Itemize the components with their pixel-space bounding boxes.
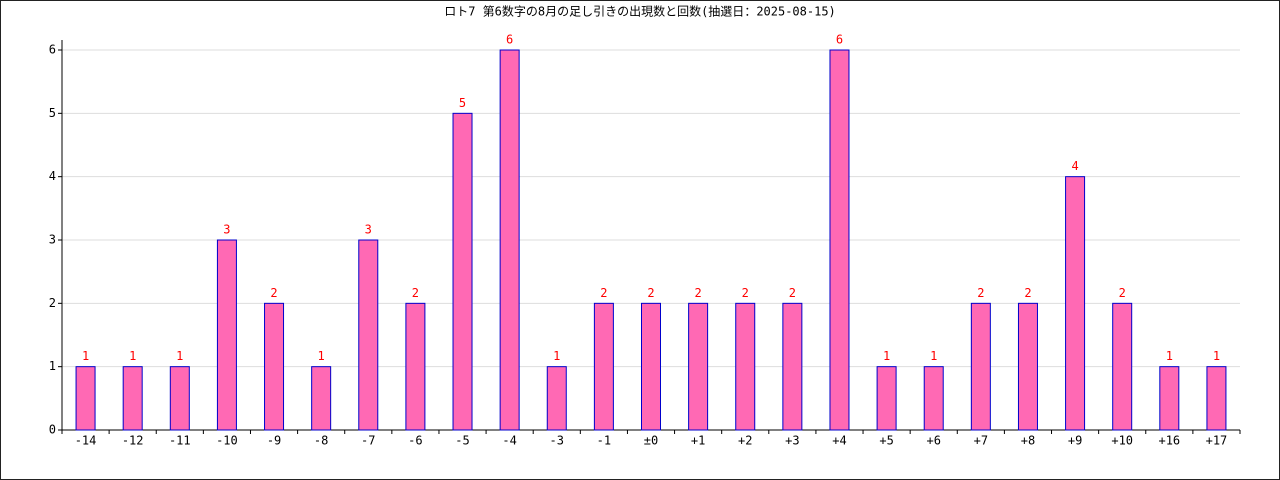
bar <box>546 366 567 431</box>
bar <box>688 302 709 431</box>
bar <box>358 239 379 431</box>
x-tick-label: -1 <box>597 434 611 448</box>
bar <box>405 302 426 431</box>
x-tick-label: +16 <box>1158 434 1180 448</box>
bar <box>923 366 944 431</box>
chart-title: ロト7 第6数字の8月の足し引きの出現数と回数(抽選日：2025-08-15) <box>444 4 836 19</box>
data-label: 1 <box>176 349 183 363</box>
bar <box>1065 176 1086 431</box>
data-label: 2 <box>270 286 277 300</box>
y-tick-label: 1 <box>49 359 56 373</box>
x-tick-label: -11 <box>169 434 191 448</box>
x-tick-label: +6 <box>926 434 940 448</box>
data-label: 1 <box>883 349 890 363</box>
data-label: 1 <box>1166 349 1173 363</box>
data-label: 2 <box>647 286 654 300</box>
x-tick-label: -14 <box>75 434 97 448</box>
data-label: 6 <box>836 33 843 47</box>
x-tick-label: +2 <box>738 434 752 448</box>
data-label: 2 <box>695 286 702 300</box>
bar <box>876 366 897 431</box>
x-tick-label: +9 <box>1068 434 1082 448</box>
x-tick-label: +4 <box>832 434 846 448</box>
bar <box>216 239 237 431</box>
x-tick-label: -12 <box>122 434 144 448</box>
data-label: 2 <box>789 286 796 300</box>
bar <box>735 302 756 431</box>
y-tick-label: 5 <box>49 106 56 120</box>
x-tick-label: +8 <box>1021 434 1035 448</box>
bar <box>970 302 991 431</box>
x-tick-label: +5 <box>879 434 893 448</box>
x-tick-label: +17 <box>1206 434 1228 448</box>
bar <box>1206 366 1227 431</box>
data-label: 2 <box>600 286 607 300</box>
x-tick-label: -7 <box>361 434 375 448</box>
bar <box>1112 302 1133 431</box>
x-tick-label: -10 <box>216 434 238 448</box>
bar <box>829 49 850 431</box>
data-label: 1 <box>1213 349 1220 363</box>
bar <box>1017 302 1038 431</box>
bar <box>782 302 803 431</box>
data-label: 5 <box>459 96 466 110</box>
y-tick-label: 4 <box>49 169 56 183</box>
data-label: 1 <box>318 349 325 363</box>
data-label: 2 <box>977 286 984 300</box>
data-label: 2 <box>742 286 749 300</box>
y-tick-label: 0 <box>49 423 56 437</box>
bar <box>122 366 143 431</box>
data-label: 1 <box>129 349 136 363</box>
data-label: 6 <box>506 33 513 47</box>
data-label: 1 <box>553 349 560 363</box>
data-label: 1 <box>930 349 937 363</box>
data-label: 2 <box>412 286 419 300</box>
x-tick-label: -3 <box>550 434 564 448</box>
bar <box>641 302 661 431</box>
x-tick-label: -9 <box>267 434 281 448</box>
x-tick-label: -5 <box>455 434 469 448</box>
bar <box>75 366 96 431</box>
x-tick-label: -6 <box>408 434 422 448</box>
data-label: 3 <box>223 223 230 237</box>
y-tick-label: 2 <box>49 296 56 310</box>
bar <box>452 112 473 431</box>
bar <box>499 49 520 431</box>
bar <box>311 366 332 431</box>
data-label: 3 <box>365 223 372 237</box>
bar <box>169 366 190 431</box>
y-tick-label: 3 <box>49 233 56 247</box>
y-tick-label: 6 <box>49 43 56 57</box>
bar <box>264 302 285 431</box>
x-tick-label: +10 <box>1111 434 1133 448</box>
x-tick-label: ±0 <box>644 434 658 448</box>
x-tick-label: -8 <box>314 434 328 448</box>
x-tick-label: +7 <box>974 434 988 448</box>
data-label: 4 <box>1071 159 1078 173</box>
x-tick-label: +3 <box>785 434 799 448</box>
bar <box>593 302 614 431</box>
x-tick-label: -4 <box>502 434 516 448</box>
data-label: 2 <box>1024 286 1031 300</box>
bar <box>1159 366 1180 431</box>
x-tick-label: +1 <box>691 434 705 448</box>
data-label: 1 <box>82 349 89 363</box>
data-label: 2 <box>1119 286 1126 300</box>
